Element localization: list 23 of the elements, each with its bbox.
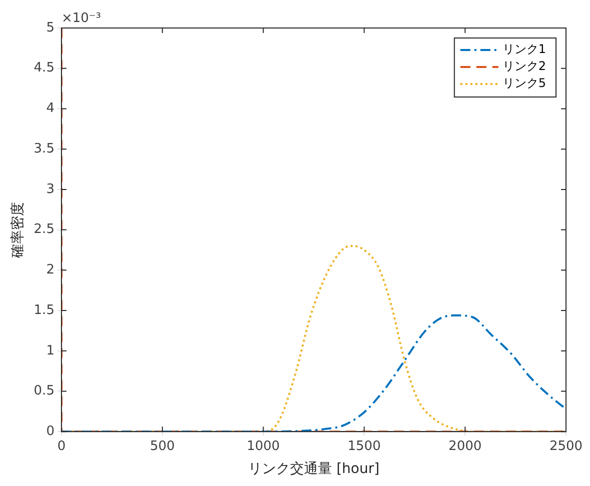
- text: ×10⁻³: [61, 10, 101, 26]
- x-tick-label: 2500: [549, 438, 583, 454]
- x-axis-title: リンク交通量 [hour]: [248, 461, 380, 478]
- legend-label: リンク5: [502, 76, 546, 90]
- y-tick-label: 0.5: [34, 384, 54, 399]
- y-tick-label: 2.5: [34, 222, 54, 238]
- y-tick-label: 2: [46, 262, 54, 278]
- y-tick-label: 1: [46, 343, 54, 358]
- y-axis-title: 確率密度: [10, 202, 26, 259]
- x-tick-label: 1500: [348, 438, 381, 454]
- legend-label: リンク2: [502, 59, 546, 74]
- x-tick-label: 2000: [448, 438, 482, 454]
- y-tick-label: 3: [46, 182, 54, 197]
- x-tick-label: 1000: [246, 438, 280, 454]
- legend-label: リンク1: [502, 42, 546, 56]
- y-tick-label: 4: [46, 101, 54, 116]
- y-tick-label: 4.5: [34, 60, 54, 76]
- y-tick-label: 5: [46, 20, 54, 36]
- y-tick-label: 0: [46, 424, 54, 439]
- y-tick-label: 1.5: [34, 302, 54, 318]
- x-tick-label: 0: [57, 438, 66, 454]
- y-tick-label: 3.5: [34, 141, 54, 156]
- x-tick-label: 500: [150, 438, 175, 454]
